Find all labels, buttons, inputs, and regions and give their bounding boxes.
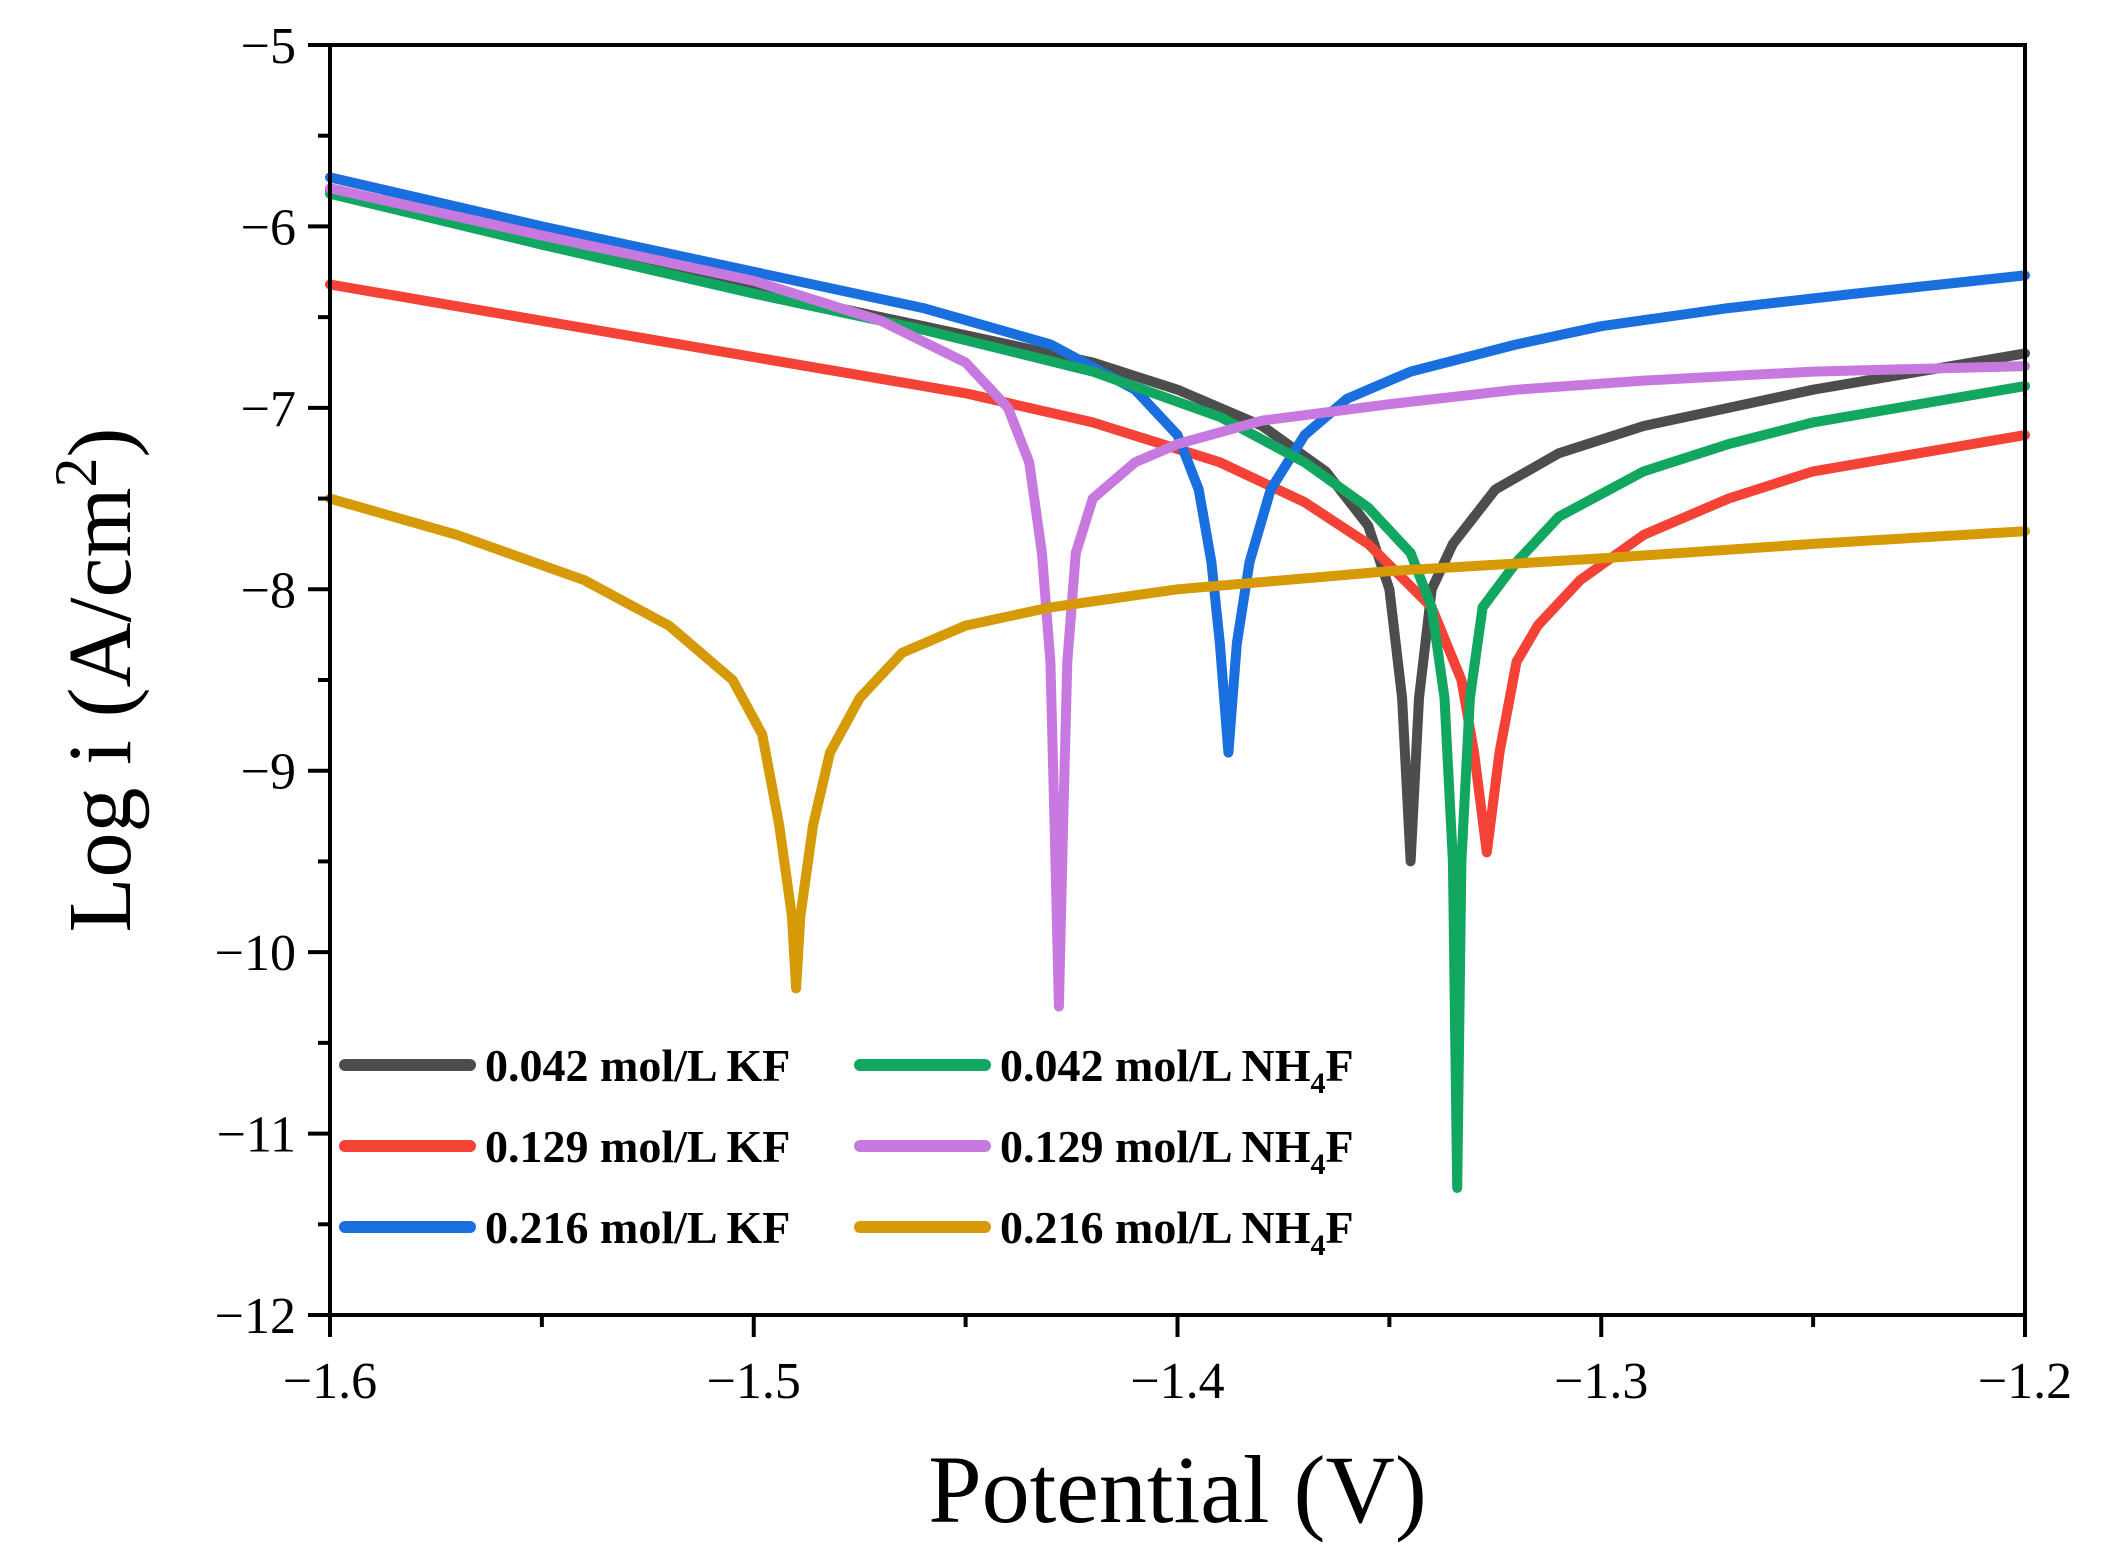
- x-axis-title: Potential (V): [928, 1436, 1427, 1543]
- y-tick-label: −8: [241, 562, 296, 619]
- x-tick-label: −1.6: [283, 1353, 377, 1410]
- x-tick-label: −1.3: [1554, 1353, 1648, 1410]
- series-line-5: [325, 183, 2030, 1012]
- legend-label-1: 0.042 mol/L KF: [485, 1040, 790, 1091]
- y-axis-title: Log i (A/cm2): [43, 428, 150, 933]
- x-tick-label: −1.5: [707, 1353, 801, 1410]
- y-tick-label: −9: [241, 744, 296, 801]
- series-line-4: [325, 188, 2030, 1193]
- y-tick-label: −11: [217, 1107, 296, 1164]
- axis-ticks: −1.6 −1.5 −1.4 −1.3 −1.2 −12 −11 −10 −9 −8 −7 −6 −5: [215, 18, 2072, 1410]
- legend: 0.042 mol/L KF 0.129 mol/L KF 0.216 mol/L …: [339, 1040, 1354, 1262]
- y-axis-title-end: ): [51, 428, 150, 458]
- y-tick-label: −12: [215, 1288, 296, 1345]
- x-tick-label: −1.2: [1978, 1353, 2072, 1410]
- x-tick-label: −1.4: [1130, 1353, 1224, 1410]
- y-axis-title-superscript: 2: [43, 458, 109, 488]
- series-line-1: [325, 185, 2030, 867]
- y-tick-label: −6: [241, 199, 296, 256]
- legend-label-5: 0.129 mol/L NH4F: [1000, 1121, 1354, 1181]
- y-tick-label: −7: [241, 381, 296, 438]
- legend-label-2: 0.129 mol/L KF: [485, 1121, 790, 1172]
- series-line-6: [325, 493, 2030, 994]
- legend-label-6: 0.216 mol/L NH4F: [1000, 1202, 1354, 1262]
- legend-label-4: 0.042 mol/L NH4F: [1000, 1040, 1354, 1100]
- y-tick-label: −10: [215, 925, 296, 982]
- series-line-3: [325, 172, 2030, 758]
- legend-label-3: 0.216 mol/L KF: [485, 1202, 790, 1253]
- y-tick-label: −5: [241, 18, 296, 75]
- y-axis-title-main: Log i (A/cm: [51, 488, 150, 933]
- series-layer: [325, 172, 2030, 1193]
